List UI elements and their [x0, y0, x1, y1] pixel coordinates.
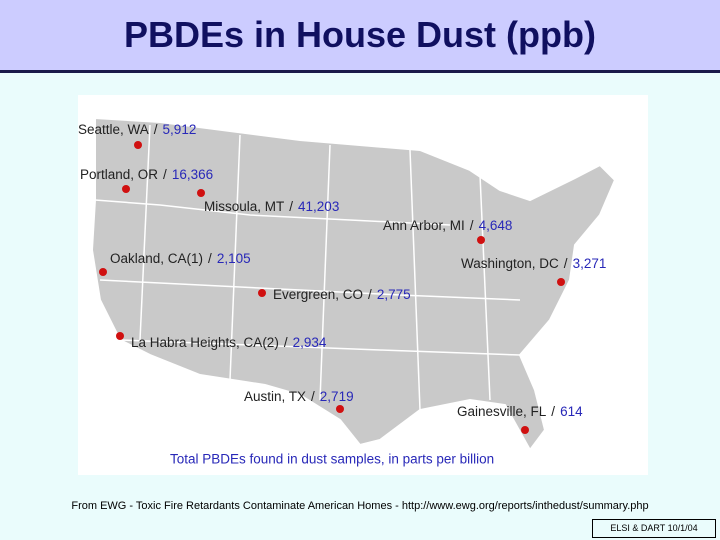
separator: /	[284, 335, 288, 350]
state-borders	[94, 124, 521, 411]
location-dot	[116, 332, 124, 340]
location-name: Seattle, WA	[78, 122, 149, 137]
separator: /	[564, 256, 568, 271]
location-dot	[557, 278, 565, 286]
location-label: Missoula, MT / 41,203	[204, 199, 339, 214]
location-name: Washington, DC	[461, 256, 559, 271]
title-bar	[0, 0, 720, 73]
location-dot	[134, 141, 142, 149]
location-dot	[258, 289, 266, 297]
footer: ELSI & DART 10/1/04	[592, 519, 716, 538]
location-dot	[99, 268, 107, 276]
source-note: From EWG - Toxic Fire Retardants Contami…	[71, 500, 649, 512]
location-name: Austin, TX	[244, 389, 306, 404]
location-label: Austin, TX / 2,719	[244, 389, 354, 404]
separator: /	[368, 287, 372, 302]
separator: /	[289, 199, 293, 214]
separator: /	[311, 389, 315, 404]
location-value: 16,366	[172, 167, 213, 182]
location-dot	[122, 185, 130, 193]
separator: /	[154, 122, 158, 137]
location-value: 2,775	[377, 287, 411, 302]
separator: /	[163, 167, 167, 182]
location-label: Gainesville, FL / 614	[457, 404, 583, 419]
location-label: La Habra Heights, CA(2) / 2,934	[131, 335, 327, 350]
location-label: Seattle, WA / 5,912	[78, 122, 196, 137]
location-value: 2,719	[320, 389, 354, 404]
location-name: La Habra Heights, CA(2)	[131, 335, 279, 350]
separator: /	[551, 404, 555, 419]
location-label: Washington, DC / 3,271	[461, 256, 606, 271]
location-label: Oakland, CA(1) / 2,105	[110, 251, 251, 266]
location-value: 41,203	[298, 199, 339, 214]
location-value: 3,271	[573, 256, 607, 271]
location-name: Oakland, CA(1)	[110, 251, 203, 266]
location-dot	[477, 236, 485, 244]
map-caption: Total PBDEs found in dust samples, in pa…	[170, 452, 494, 467]
location-name: Gainesville, FL	[457, 404, 547, 419]
separator: /	[470, 218, 474, 233]
location-value: 2,934	[293, 335, 327, 350]
location-value: 2,105	[217, 251, 251, 266]
location-name: Portland, OR	[80, 167, 158, 182]
location-label: Portland, OR / 16,366	[80, 167, 213, 182]
us-map	[90, 116, 617, 452]
separator: /	[208, 251, 212, 266]
location-name: Evergreen, CO	[273, 287, 363, 302]
location-value: 4,648	[479, 218, 513, 233]
location-value: 5,912	[163, 122, 197, 137]
location-dot	[197, 189, 205, 197]
location-name: Missoula, MT	[204, 199, 284, 214]
location-dot	[336, 405, 344, 413]
slide-title: PBDEs in House Dust (ppb)	[123, 14, 596, 55]
location-name: Ann Arbor, MI	[383, 218, 465, 233]
location-label: Ann Arbor, MI / 4,648	[383, 218, 512, 233]
location-value: 614	[560, 404, 583, 419]
location-label: Evergreen, CO / 2,775	[273, 287, 411, 302]
location-dot	[521, 426, 529, 434]
